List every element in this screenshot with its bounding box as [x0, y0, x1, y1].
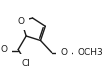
Text: OCH3: OCH3 — [77, 48, 103, 57]
Text: Cl: Cl — [22, 58, 31, 68]
Text: O: O — [18, 16, 25, 26]
Text: O: O — [0, 45, 7, 54]
Text: O: O — [61, 48, 68, 57]
